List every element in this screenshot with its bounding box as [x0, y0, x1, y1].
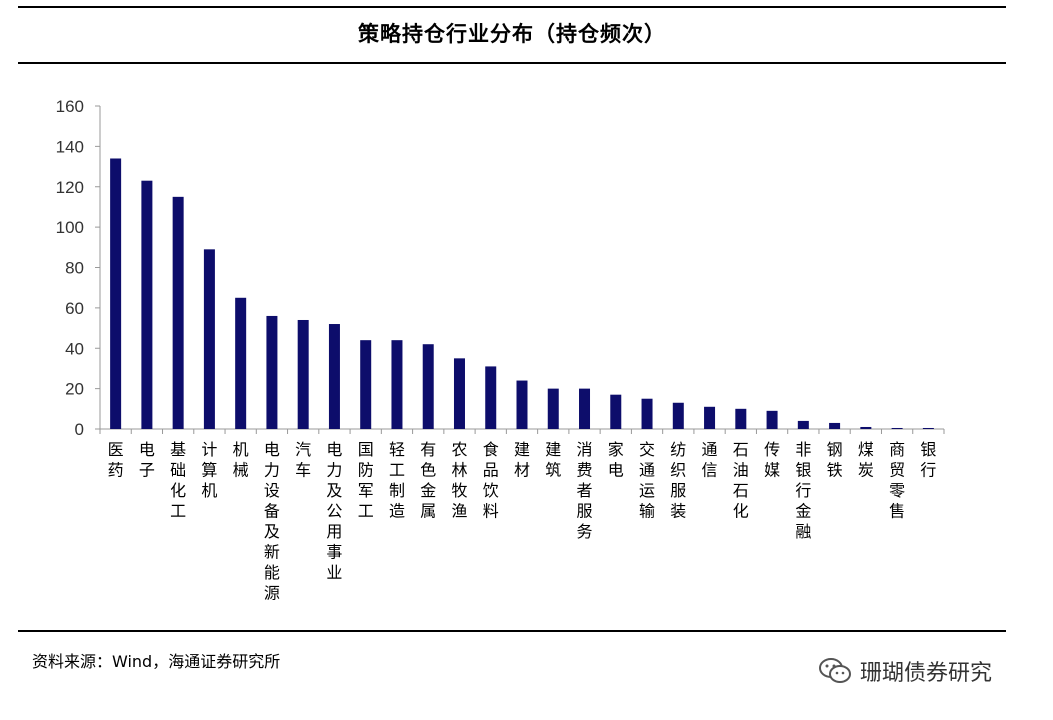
bar — [391, 340, 403, 429]
y-tick-label: 60 — [65, 299, 84, 318]
x-tick-label: 交通运输 — [639, 440, 655, 521]
x-tick-label: 国防军工 — [358, 440, 374, 521]
x-tick-label: 医药 — [108, 440, 124, 480]
bar — [516, 380, 528, 429]
y-tick-label: 20 — [65, 380, 84, 399]
source-note: 资料来源：Wind，海通证券研究所 — [32, 652, 281, 671]
bar — [297, 319, 309, 429]
x-tick-label: 通信 — [702, 440, 718, 480]
y-tick-label: 80 — [65, 259, 84, 278]
x-tick-label: 机械 — [233, 440, 249, 480]
x-tick-label: 计算机 — [201, 440, 217, 500]
bar — [704, 406, 716, 429]
x-tick-label: 建材 — [514, 440, 530, 480]
y-tick-label: 120 — [56, 178, 84, 197]
bar-chart: 0 20 40 60 80 100 120 140 160 医药电子基础化工计算机机械电力设备及新… — [56, 97, 945, 603]
bar — [860, 426, 872, 429]
x-tick-label: 传媒 — [764, 440, 780, 480]
x-tick-label: 钢铁 — [827, 440, 843, 480]
y-tick-label: 0 — [75, 420, 84, 439]
x-tick-label: 家电 — [608, 440, 624, 480]
bar — [203, 249, 215, 429]
y-tick-label: 140 — [56, 137, 84, 156]
x-tick-label: 食品饮料 — [483, 440, 499, 521]
bar — [829, 422, 841, 429]
chart-title: 策略持仓行业分布（持仓频次） — [358, 21, 666, 46]
bar — [422, 344, 434, 429]
wechat-icon — [819, 658, 851, 683]
x-tick-label: 轻工制造 — [389, 440, 405, 521]
watermark-text: 珊瑚债券研究 — [860, 661, 993, 686]
y-tick-label: 160 — [56, 97, 84, 116]
bar — [172, 196, 184, 429]
bar — [360, 340, 372, 429]
x-tick-label: 非银行金融 — [795, 440, 811, 541]
bar — [735, 408, 747, 429]
bar — [453, 358, 465, 429]
x-tick-label: 石油石化 — [733, 440, 749, 521]
y-tick-label: 100 — [56, 218, 84, 237]
x-tick-label: 有色金属 — [420, 440, 436, 521]
x-tick-label: 农林牧渔 — [451, 440, 467, 521]
bar — [547, 388, 559, 429]
bar — [641, 398, 653, 429]
title-rule — [18, 62, 1006, 64]
x-tick-label: 消费者服务 — [577, 440, 593, 541]
bar — [266, 315, 278, 429]
bar — [110, 158, 122, 430]
bar — [766, 410, 778, 429]
x-tick-label: 电子 — [139, 440, 155, 480]
bar — [922, 427, 934, 429]
bar — [797, 420, 809, 429]
x-tick-label: 基础化工 — [170, 440, 186, 521]
x-tick-label: 汽车 — [295, 440, 311, 480]
x-tick-label: 商贸零售 — [889, 440, 905, 521]
x-tick-label: 电力及公用事业 — [326, 440, 342, 582]
x-tick-label: 建筑 — [545, 440, 561, 480]
bar — [891, 427, 903, 429]
x-tick-label: 纺织服装 — [670, 440, 686, 521]
bar — [610, 394, 622, 429]
bar — [672, 402, 684, 429]
y-tick-label: 40 — [65, 339, 84, 358]
top-rule — [18, 6, 1006, 8]
watermark: 珊瑚债券研究 — [818, 655, 992, 687]
bar — [485, 366, 497, 429]
bar — [141, 180, 153, 429]
x-tick-label: 电力设备及新能源 — [264, 440, 280, 603]
x-tick-label: 煤炭 — [858, 440, 874, 480]
bottom-rule — [18, 630, 1006, 632]
bar — [235, 297, 247, 429]
x-tick-label: 银行 — [920, 440, 936, 480]
bar — [579, 388, 591, 429]
bar — [328, 324, 340, 429]
